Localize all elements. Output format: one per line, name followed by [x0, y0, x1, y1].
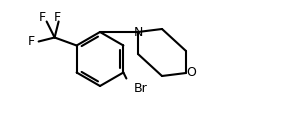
Text: O: O	[186, 67, 196, 79]
Text: F: F	[54, 11, 61, 24]
Text: Br: Br	[133, 82, 147, 95]
Text: F: F	[39, 11, 46, 24]
Text: F: F	[28, 35, 35, 48]
Text: N: N	[133, 26, 143, 39]
